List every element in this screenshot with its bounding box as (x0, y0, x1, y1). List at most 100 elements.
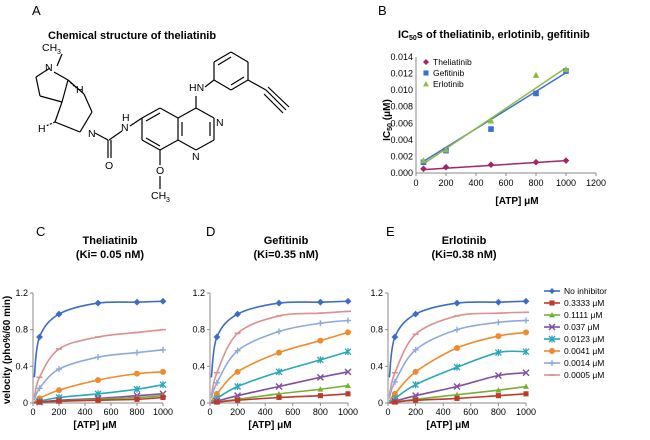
chart-d-point-3 (275, 383, 283, 390)
chart-d-point-5 (276, 349, 282, 356)
chart-b-x-tick: 800 (528, 178, 543, 188)
chart-c-point-1 (160, 394, 166, 401)
chart-d-title: Gefitinib (264, 235, 309, 247)
panel-b: B IC50s of theliatinib, erlotinib, gefit… (378, 3, 606, 207)
chart-e-point-6 (454, 326, 460, 333)
legend-label-2: 0.1111 μM (564, 310, 602, 320)
chart-c-point-0 (36, 333, 43, 341)
chart-b-x-axis-label: [ATP] μM (495, 196, 538, 207)
chart-b-x-tick: 1000 (556, 178, 576, 188)
chart-d-point-4 (316, 356, 324, 364)
chart-e-point-4 (453, 363, 461, 371)
chart-b-point-theliatinib (532, 158, 540, 166)
chart-c-point-6 (95, 354, 101, 361)
chart-d-point-2 (276, 390, 282, 397)
legend-marker-1 (549, 300, 555, 306)
chart-b-y-tick: 0.010 (390, 85, 413, 95)
chart-d-point-5 (345, 329, 351, 336)
chart-e-point-0 (412, 310, 419, 318)
chart-b-point-erlotinib (420, 157, 427, 164)
chart-d-point-6 (345, 317, 351, 324)
panel-d-label: D (206, 224, 215, 239)
chart-c-point-0 (159, 297, 167, 305)
chart-e-point-1 (392, 399, 398, 405)
chart-c-x-tick: 1000 (153, 407, 173, 417)
chart-d-y-tick: 0.4 (192, 361, 205, 371)
chart-d-point-4 (344, 348, 352, 356)
legend-marker-2 (549, 312, 555, 318)
chart-e-point-5 (454, 345, 460, 351)
chart-d-point-1 (276, 394, 282, 401)
chart-c-point-1 (95, 397, 101, 403)
chart-b-y-tick: 0.008 (390, 102, 413, 112)
chart-e-point-0 (522, 297, 530, 305)
chart-c-point-0 (55, 310, 63, 318)
atom-amide-nh-n: N (121, 122, 129, 134)
atom-h-top: H (76, 84, 84, 96)
chart-c-point-1 (56, 398, 62, 404)
panel-c: C Theliatinib (Ki= 0.05 nM) velocity (ph… (2, 224, 173, 431)
chart-e-point-1 (454, 395, 460, 401)
chart-c-point-4 (159, 381, 167, 389)
chart-b-legend-marker-gefitinib (423, 70, 429, 76)
chart-e-title: Erlotinib (442, 235, 487, 247)
atom-quinazoline-n2: N (192, 151, 200, 163)
chart-b-title: IC50s of theliatinib, erlotinib, gefitin… (398, 29, 590, 42)
chart-c-point-4 (133, 385, 141, 393)
chart-e-point-4 (522, 348, 530, 356)
chart-d-y-tick: 0.8 (192, 325, 205, 335)
panel-a-title: Chemical structure of theliatinib (48, 30, 216, 42)
legend-label-1: 0.3333 μM (564, 298, 604, 308)
chart-d-point-1 (345, 391, 351, 397)
atom-carbonyl-o: O (105, 160, 113, 172)
atom-h-bottom: H (38, 123, 46, 135)
chart-d-point-3 (234, 392, 242, 400)
chart-b-x-tick: 0 (413, 178, 418, 188)
atom-amide-n: N (88, 128, 96, 140)
chart-e-point-6 (495, 319, 502, 326)
panel-d: D Gefitinib (Ki=0.35 nM) [ATP] μM 0 0.4 0.… (192, 224, 358, 431)
chart-d-point-1 (317, 393, 323, 399)
chart-d-point-1 (235, 397, 241, 403)
chart-c-point-0 (94, 299, 102, 307)
atom-aniline-hn: HN (189, 82, 204, 94)
chart-d-y-tick: 0 (200, 398, 205, 408)
chart-e-y-tick: 0.4 (370, 361, 383, 371)
chart-e-plot: 0 0.4 0.8 1.2 0 200 400 600 800 1000 (370, 288, 536, 417)
atom-methoxy-ch3-sub: 3 (166, 197, 170, 204)
chart-e-point-6 (412, 346, 419, 353)
chart-e-x-tick: 200 (408, 407, 423, 417)
chart-d-point-5 (213, 390, 220, 397)
chart-e-point-5 (391, 390, 398, 397)
chart-b-point-theliatinib (420, 165, 427, 173)
chart-d-point-1 (214, 399, 220, 405)
chart-e-point-5 (523, 329, 529, 336)
legend-label-0: No inhibitor (564, 286, 607, 296)
chart-d-point-6 (317, 320, 324, 327)
chart-e-x-tick: 800 (491, 407, 506, 417)
chart-d-point-4 (275, 368, 283, 376)
chart-d-point-3 (316, 373, 324, 381)
chart-e-point-4 (494, 349, 502, 357)
chart-e-point-3 (412, 392, 420, 400)
chart-d-point-2 (317, 386, 324, 392)
chart-d-plot: 0 0.4 0.8 1.2 0 200 400 600 800 1000 (192, 288, 358, 417)
chart-e-point-3 (453, 383, 461, 390)
legend-label-5: 0.0041 μM (564, 346, 604, 356)
chart-b-point-gefitinib (533, 90, 539, 97)
chart-e-point-5 (412, 368, 419, 375)
chart-b-point-gefitinib (488, 126, 494, 132)
chart-b-x-tick: 1200 (586, 178, 606, 188)
legend-label-3: 0.037 μM (564, 322, 600, 332)
chart-b-plot: 0.000 0.002 0.004 0.006 0.008 0.010 0.012 0.014… (390, 52, 606, 188)
chart-e-point-4 (412, 381, 420, 389)
chart-b-legend-label-erlotinib: Erlotinib (433, 79, 464, 89)
chart-c-point-0 (133, 298, 141, 306)
chart-d-x-tick: 1000 (338, 407, 358, 417)
chart-e-y-tick: 1.2 (370, 288, 383, 298)
chart-b-point-erlotinib (562, 66, 570, 73)
chart-c-plot: 0 0.4 0.8 1.2 0 200 400 600 800 1000 (15, 288, 173, 417)
chart-e-point-3 (494, 372, 502, 379)
chemical-structure-atoms: CH 3 N H H N N H O HN N N O CH 3 (38, 42, 224, 204)
